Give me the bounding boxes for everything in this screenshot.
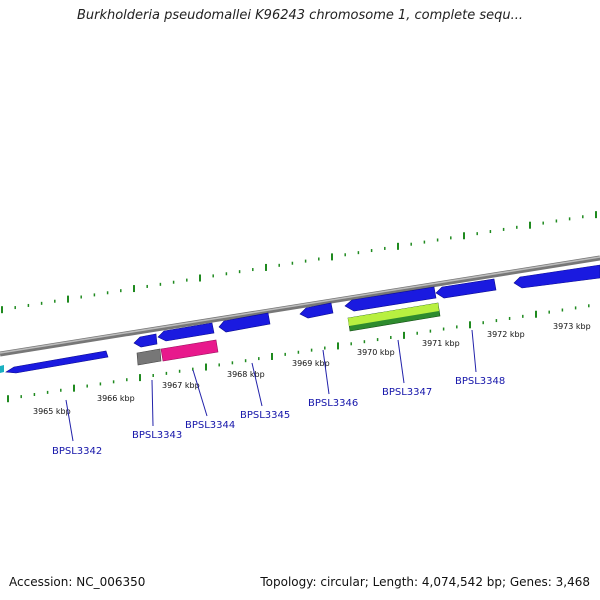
scale-label: 3966 kbp <box>97 394 135 403</box>
leader-line-bpsl3348 <box>471 329 477 373</box>
gene-arrow-bpsl3343-forward[interactable] <box>133 333 158 348</box>
leader-line-bpsl3342 <box>65 399 74 442</box>
inner-tick-ring <box>7 304 590 403</box>
gene-label-bpsl3345[interactable]: BPSL3345 <box>240 410 290 421</box>
accession-label: Accession: NC_006350 <box>9 575 146 589</box>
backbone-highlight <box>0 256 600 354</box>
leader-line-bpsl3347 <box>397 339 405 384</box>
scale-label: 3967 kbp <box>162 381 200 390</box>
feature-lime-bpsl3347 <box>348 303 439 326</box>
gene-arrow-bpsl3342[interactable] <box>5 350 109 374</box>
scale-label: 3969 kbp <box>292 359 330 368</box>
map-title: Burkholderia pseudomallei K96243 chromos… <box>76 8 524 23</box>
gene-labels: BPSL3342 BPSL3343 BPSL3344 BPSL3345 BPSL… <box>52 376 505 457</box>
gene-label-bpsl3344[interactable]: BPSL3344 <box>185 420 235 431</box>
gene-label-bpsl3348[interactable]: BPSL3348 <box>455 376 505 387</box>
gene-arrow-bpsl3347-forward[interactable] <box>344 286 437 312</box>
scale-labels: 3965 kbp 3966 kbp 3967 kbp 3968 kbp 3969… <box>33 322 591 416</box>
gene-arrow-bpsl3345[interactable] <box>218 312 271 333</box>
leader-line-bpsl3345 <box>251 362 263 407</box>
feature-pink-bpsl3344[interactable] <box>160 339 219 362</box>
gene-arrow-bpsl3346[interactable] <box>299 302 334 319</box>
feature-gray-bpsl3343[interactable] <box>136 348 162 366</box>
scale-label: 3970 kbp <box>357 348 395 357</box>
feature-track <box>0 264 600 374</box>
scale-label: 3972 kbp <box>487 330 525 339</box>
gene-arrow-edge-fragment <box>0 365 4 373</box>
gene-label-bpsl3342[interactable]: BPSL3342 <box>52 446 102 457</box>
gene-label-leaders <box>65 329 477 442</box>
gene-label-bpsl3343[interactable]: BPSL3343 <box>132 430 182 441</box>
leader-line-bpsl3343 <box>151 379 154 427</box>
leader-line-bpsl3344 <box>192 369 208 417</box>
gene-label-bpsl3347[interactable]: BPSL3347 <box>382 387 432 398</box>
gene-arrow-bpsl3344-forward[interactable] <box>157 322 215 342</box>
scale-label: 3965 kbp <box>33 407 71 416</box>
gene-arrow-bpsl3348[interactable] <box>435 278 497 299</box>
leader-line-bpsl3346 <box>322 349 330 395</box>
gene-arrow-right-edge[interactable] <box>513 264 600 289</box>
scale-label: 3973 kbp <box>553 322 591 331</box>
scale-label: 3971 kbp <box>422 339 460 348</box>
summary-label: Topology: circular; Length: 4,074,542 bp… <box>260 575 590 589</box>
gene-label-bpsl3346[interactable]: BPSL3346 <box>308 398 358 409</box>
backbone-line <box>0 255 600 357</box>
outer-tick-ring <box>1 211 597 314</box>
scale-label: 3968 kbp <box>227 370 265 379</box>
